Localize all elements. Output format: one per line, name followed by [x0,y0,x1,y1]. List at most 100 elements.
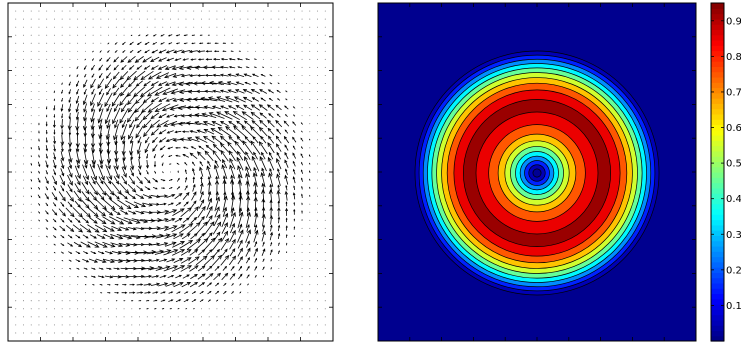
quiver-arrow [219,142,230,153]
quiver-arrow [268,189,273,203]
quiver-arrow [250,140,261,155]
quiver-arrow [262,266,265,271]
quiver-arrow [45,210,49,215]
quiver-arrow [270,258,272,262]
quiver-arrow [153,154,157,159]
quiver-arrow [182,146,189,149]
colorbar-segment [711,8,724,15]
quiver-arrow [180,74,191,78]
quiver-arrow [15,163,17,165]
quiver-arrow [61,113,64,119]
quiver-arrow [92,50,94,53]
quiver-arrow [15,243,17,245]
quiver-arrow [84,308,86,310]
quiver-arrow [61,308,63,310]
quiver-arrow [260,74,266,77]
quiver-arrow [227,141,238,154]
quiver-arrow [61,292,63,294]
quiver-arrow [119,108,129,124]
quiver-arrow [38,316,40,318]
quiver-arrow [324,252,326,253]
quiver-arrow [38,203,41,206]
quiver-arrow [53,308,55,310]
quiver-arrow [144,291,152,294]
quiver-arrow [102,216,116,225]
quiver-arrow [38,227,40,229]
quiver-arrow [214,265,220,271]
quiver-arrow [158,57,167,62]
quiver-arrow [292,136,297,143]
quiver-arrow [286,34,288,36]
colorbar-segment [711,161,724,168]
quiver-arrow [84,332,86,334]
quiver-arrow [160,34,165,37]
quiver-arrow [137,136,142,144]
quiver-arrow [30,162,33,166]
quiver-arrow [69,58,71,60]
quiver-arrow [292,192,296,200]
quiver-arrow [245,66,250,69]
quiver-arrow [161,162,164,167]
quiver-arrow [45,121,48,127]
quiver-arrow [61,97,63,103]
quiver-arrow [184,161,188,166]
quiver-arrow [284,174,289,185]
quiver-arrow [278,18,280,20]
colorbar-segment [711,208,724,215]
quiver-arrow [45,137,48,144]
quiver-arrow [143,80,151,87]
quiver-arrow [38,115,40,117]
quiver-arrow [201,18,202,20]
quiver-arrow [136,176,143,185]
quiver-arrow [208,10,210,12]
quiver-arrow [53,58,55,60]
quiver-arrow [67,133,73,148]
quiver-arrow [292,160,296,167]
quiver-arrow [270,300,272,302]
quiver-arrow [221,272,229,281]
quiver-arrow [239,291,242,294]
colorbar-segment [711,251,724,258]
quiver-arrow [213,50,220,53]
quiver-arrow [69,66,71,68]
quiver-arrow [260,135,267,144]
quiver-arrow [30,139,32,141]
quiver-arrow [69,308,71,310]
quiver-arrow [317,155,318,157]
quiver-arrow [269,215,273,225]
quiver-arrow [276,89,281,93]
quiver-arrow [234,140,246,155]
quiver-arrow [278,66,280,68]
quiver-arrow [153,299,158,302]
quiver-arrow [77,292,79,294]
quiver-arrow [46,332,48,334]
colorbar-segment [711,34,724,41]
quiver-arrow [159,274,167,278]
quiver-arrow [317,284,318,286]
quiver-arrow [104,251,113,255]
quiver-arrow [111,92,121,107]
quiver-arrow [38,154,40,158]
quiver-arrow [53,129,56,135]
quiver-arrow [144,186,151,191]
quiver-arrow [115,332,117,334]
quiver-arrow [84,292,86,294]
quiver-arrow [30,284,32,286]
quiver-arrow [53,235,57,238]
quiver-arrow [197,205,206,219]
quiver-arrow [97,163,105,181]
quiver-arrow [216,111,233,120]
quiver-arrow [239,10,241,12]
quiver-arrow [200,176,203,184]
quiver-arrow [161,104,179,112]
quiver-arrow [91,64,95,71]
quiver-arrow [161,308,165,310]
quiver-arrow [238,265,243,271]
quiver-arrow [185,26,187,28]
quiver-arrow [185,324,187,326]
quiver-arrow [176,177,180,182]
quiver-arrow [98,64,104,71]
quiver-arrow [255,300,257,302]
quiver-arrow [52,159,57,169]
quiver-arrow [15,58,17,60]
